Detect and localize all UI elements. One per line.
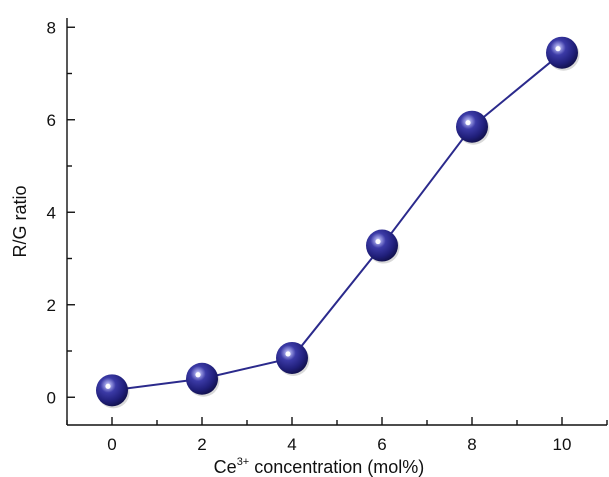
data-point-highlight — [555, 46, 561, 52]
ticks: 0 2 4 6 8 0 2 4 6 8 10 — [47, 18, 608, 454]
data-point — [276, 341, 310, 376]
data-point-marker — [96, 374, 128, 407]
data-point — [546, 36, 580, 71]
y-tick-label: 4 — [47, 203, 56, 222]
data-point — [456, 110, 490, 145]
x-axis-title-superscript: 3+ — [237, 456, 250, 468]
data-point — [186, 362, 220, 397]
data-point-highlight — [465, 120, 471, 126]
series-line — [111, 51, 563, 392]
y-tick-label: 0 — [47, 388, 56, 407]
y-tick-label: 8 — [47, 18, 56, 37]
y-axis-title: R/G ratio — [10, 185, 30, 257]
data-point-marker — [276, 341, 308, 374]
x-tick-label: 6 — [377, 435, 386, 454]
x-axis-title-rest: concentration (mol%) — [249, 457, 424, 477]
data-point-marker — [546, 36, 578, 69]
data-point-highlight — [375, 238, 381, 245]
plot-area — [96, 36, 580, 409]
data-point-marker — [186, 362, 218, 395]
x-axis-title: Ce3+ concentration (mol%) — [214, 456, 425, 477]
y-tick-label: 2 — [47, 296, 56, 315]
x-tick-label: 10 — [553, 435, 572, 454]
x-axis-title-base: Ce — [214, 457, 237, 477]
data-point-highlight — [285, 351, 291, 357]
data-point-marker — [456, 110, 488, 143]
y-tick-label: 6 — [47, 111, 56, 130]
data-point-highlight — [195, 372, 201, 378]
x-tick-label: 8 — [467, 435, 476, 454]
data-point — [96, 374, 130, 409]
x-tick-label: 4 — [287, 435, 296, 454]
data-point-marker — [366, 229, 398, 262]
x-tick-label: 0 — [107, 435, 116, 454]
x-tick-label: 2 — [197, 435, 206, 454]
data-point-highlight — [105, 383, 111, 389]
data-point — [366, 229, 400, 264]
axes — [66, 18, 607, 426]
